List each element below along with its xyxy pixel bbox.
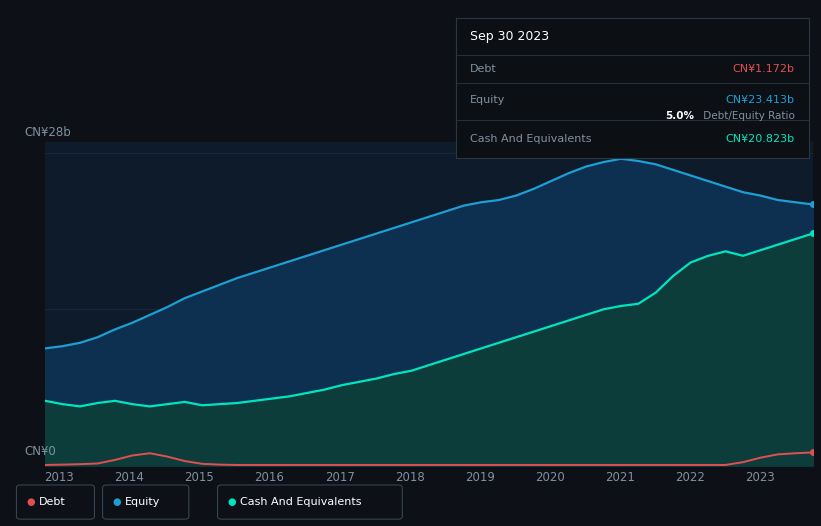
Text: ●: ● — [227, 497, 236, 508]
Text: Equity: Equity — [470, 95, 505, 105]
Text: Debt/Equity Ratio: Debt/Equity Ratio — [699, 111, 795, 121]
Text: CN¥28b: CN¥28b — [25, 126, 71, 139]
Text: Cash And Equivalents: Cash And Equivalents — [470, 134, 591, 144]
Text: Debt: Debt — [39, 497, 66, 508]
Text: CN¥0: CN¥0 — [25, 444, 57, 458]
Text: CN¥1.172b: CN¥1.172b — [732, 64, 795, 74]
Text: Debt: Debt — [470, 64, 497, 74]
Text: CN¥20.823b: CN¥20.823b — [726, 134, 795, 144]
Text: Equity: Equity — [125, 497, 160, 508]
Text: Cash And Equivalents: Cash And Equivalents — [240, 497, 361, 508]
Text: Sep 30 2023: Sep 30 2023 — [470, 29, 549, 43]
Text: CN¥23.413b: CN¥23.413b — [726, 95, 795, 105]
Text: ●: ● — [26, 497, 34, 508]
Text: ●: ● — [112, 497, 121, 508]
Text: 5.0%: 5.0% — [665, 111, 694, 121]
